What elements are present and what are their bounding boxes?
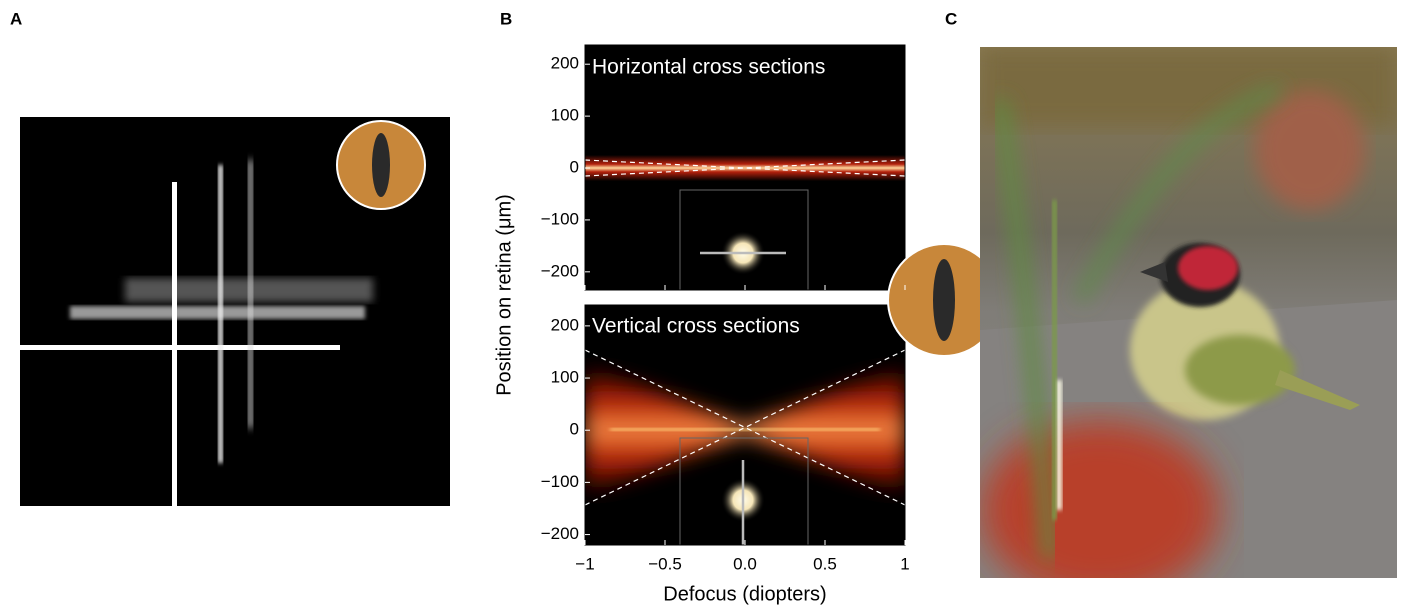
y-tick-label: 200 — [551, 315, 579, 334]
y-axis-label: Position on retina (μm) — [493, 194, 515, 396]
x-tick-label: −1 — [575, 554, 594, 573]
stimulus-image — [20, 117, 450, 506]
x-tick-label: 1 — [900, 554, 909, 573]
plot-title: Horizontal cross sections — [592, 56, 825, 79]
plot-title: Vertical cross sections — [592, 315, 800, 338]
x-tick-label: 0.0 — [733, 554, 757, 573]
x-axis-label: Defocus (diopters) — [663, 583, 826, 605]
x-tick-label: −0.5 — [648, 554, 682, 573]
y-tick-label: 0 — [570, 420, 579, 439]
y-tick-label: −100 — [541, 209, 579, 228]
heatmap-top — [585, 45, 905, 290]
y-tick-label: 100 — [551, 368, 579, 387]
photo — [980, 47, 1397, 578]
y-tick-label: 100 — [551, 106, 579, 125]
y-tick-label: −200 — [541, 261, 579, 280]
y-tick-label: −100 — [541, 472, 579, 491]
y-tick-label: 0 — [570, 158, 579, 177]
y-tick-label: 200 — [551, 54, 579, 73]
panel-label: A — [10, 9, 22, 28]
panel-label: B — [500, 9, 512, 28]
panel-label: C — [945, 9, 957, 28]
y-tick-label: −200 — [541, 524, 579, 543]
heatmap-bottom — [585, 305, 905, 545]
x-tick-label: 0.5 — [813, 554, 837, 573]
